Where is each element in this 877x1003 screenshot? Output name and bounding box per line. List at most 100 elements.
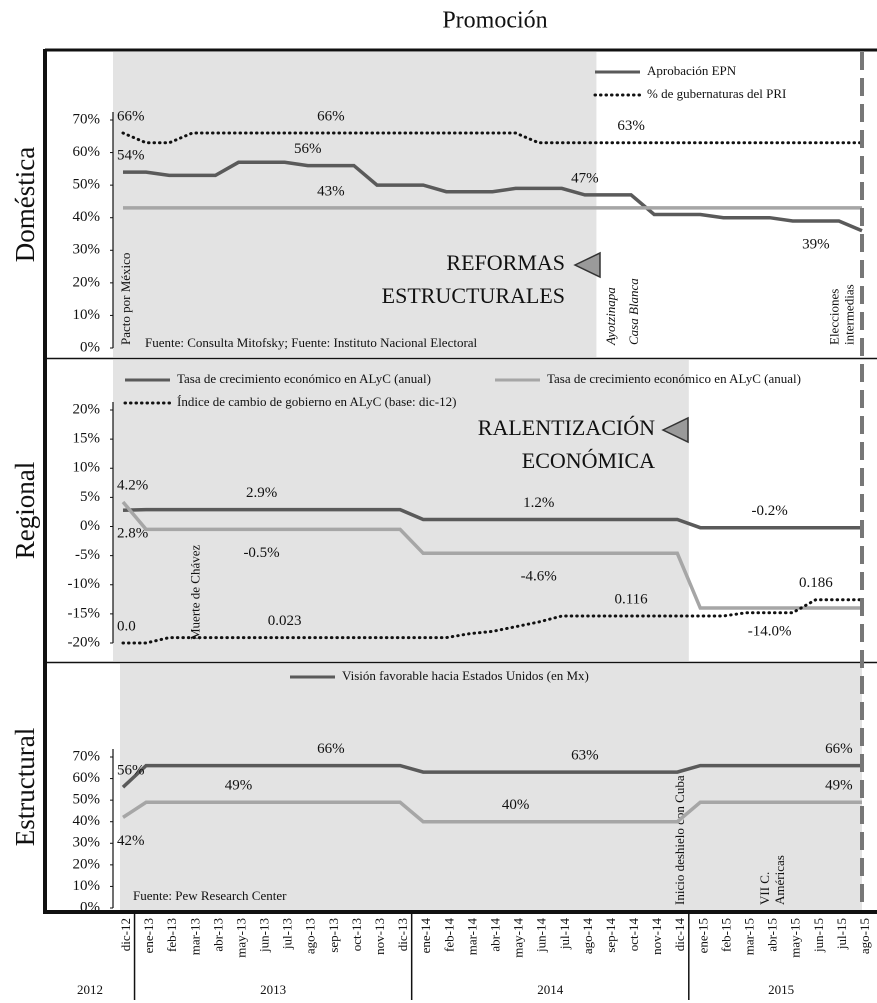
annotation: Ayotzinapa — [603, 287, 618, 346]
y-tick-label: 20% — [73, 274, 101, 290]
x-tick-label: sep-14 — [603, 918, 618, 953]
source: Fuente: Consulta Mitofsky; Fuente: Insti… — [145, 335, 478, 350]
y-tick-label: 60% — [73, 144, 101, 160]
y-tick-label: 0% — [80, 518, 100, 534]
y-tick-label: 30% — [73, 835, 101, 851]
x-tick-label: jul-14 — [557, 918, 572, 951]
legend-label: Tasa de crecimiento económico en ALyC (a… — [547, 371, 801, 386]
callout: REFORMAS — [446, 250, 565, 275]
series-line — [122, 507, 862, 530]
x-tick-label: jun-15 — [811, 918, 826, 953]
y-tick-label: 30% — [73, 242, 101, 258]
y-tick-label: 40% — [73, 813, 101, 829]
x-tick-label: ene-15 — [695, 918, 710, 953]
data-label: 49% — [825, 778, 853, 794]
x-tick-label: feb-15 — [718, 918, 733, 952]
year-label: 2012 — [77, 982, 103, 997]
x-tick-label: ene-13 — [141, 918, 156, 953]
legend-label: Visión favorable hacia Estados Unidos (e… — [342, 668, 589, 683]
x-tick-label: abr-15 — [765, 918, 780, 952]
annotation: intermedias — [841, 284, 856, 345]
x-tick-label: mar-14 — [464, 918, 479, 956]
legend-label: Índice de cambio de gobierno en ALyC (ba… — [177, 394, 456, 409]
data-label: 2.8% — [117, 526, 148, 542]
series-line — [122, 800, 862, 824]
x-tick-label: ene-14 — [418, 918, 433, 954]
annotation: Elecciones — [826, 289, 841, 345]
y-tick-label: 50% — [73, 177, 101, 193]
x-tick-label: may-15 — [788, 918, 803, 958]
callout-arrow — [661, 416, 689, 444]
x-tick-label: may-14 — [511, 918, 526, 958]
data-label: 0.116 — [614, 591, 648, 607]
data-label: 43% — [317, 183, 345, 199]
x-tick-label: mar-15 — [742, 918, 757, 955]
x-tick-label: jun-14 — [534, 918, 549, 953]
x-tick-label: feb-14 — [441, 918, 456, 952]
y-tick-label: -10% — [68, 576, 101, 592]
data-label: -0.5% — [243, 545, 279, 561]
x-tick-label: jun-13 — [257, 918, 272, 953]
x-tick-label: sep-13 — [326, 918, 341, 953]
x-tick-label: mar-13 — [187, 918, 202, 955]
data-label: 1.2% — [523, 495, 554, 511]
legend-label: % de gubernaturas del PRI — [647, 86, 786, 101]
callout: ESTRUCTURALES — [382, 283, 565, 308]
data-label: 4.2% — [117, 477, 148, 493]
x-tick-label: jul-15 — [834, 918, 849, 950]
data-label: 54% — [117, 148, 145, 164]
data-label: 0.186 — [799, 575, 833, 591]
annotation: Pacto por México — [118, 253, 133, 345]
x-tick-label: ago-13 — [303, 918, 318, 954]
year-label: 2015 — [768, 982, 794, 997]
y-tick-label: 10% — [73, 878, 101, 894]
data-label: 47% — [571, 170, 599, 186]
y-tick-label: -5% — [75, 547, 100, 563]
data-label: -0.2% — [752, 503, 788, 519]
x-tick-label: nov-14 — [649, 918, 664, 955]
x-tick-label: ago-14 — [580, 918, 595, 955]
legend-label: Aprobación EPN — [647, 63, 737, 78]
data-label: 56% — [117, 763, 145, 779]
data-label: 0.023 — [268, 613, 302, 629]
chart-title: Promoción — [442, 8, 547, 34]
series-line — [121, 763, 862, 789]
y-tick-label: 0% — [80, 339, 100, 355]
data-label: -14.0% — [748, 623, 792, 639]
x-tick-label: dic-12 — [118, 918, 133, 951]
data-label: 66% — [317, 741, 345, 757]
y-tick-label: 60% — [73, 770, 101, 786]
y-tick-label: 50% — [73, 792, 101, 808]
x-tick-label: oct-14 — [626, 918, 641, 952]
panel-label: Regional — [10, 462, 40, 559]
data-label: 66% — [117, 108, 145, 124]
series-line — [123, 160, 863, 233]
panel-label: Estructural — [10, 728, 40, 846]
data-label: 56% — [294, 141, 322, 157]
data-label: 63% — [617, 118, 645, 134]
shaded-period — [120, 664, 862, 910]
legend-label: Tasa de crecimiento económico en ALyC (a… — [177, 371, 431, 386]
data-label: 2.9% — [246, 485, 277, 501]
y-tick-label: 40% — [73, 209, 101, 225]
y-tick-label: 5% — [80, 489, 100, 505]
x-tick-label: abr-13 — [210, 918, 225, 952]
data-label: 66% — [825, 741, 853, 757]
annotation: VII C. — [757, 872, 772, 905]
data-label: 63% — [571, 748, 599, 764]
x-tick-label: dic-14 — [672, 918, 687, 952]
y-tick-label: 20% — [73, 856, 101, 872]
x-tick-label: nov-13 — [372, 918, 387, 955]
y-tick-label: 15% — [73, 431, 101, 447]
x-tick-label: oct-13 — [349, 918, 364, 951]
panel-label: Doméstica — [10, 147, 40, 262]
callout-arrow — [573, 251, 601, 279]
series-line — [121, 131, 864, 145]
annotation: Muerte de Chávez — [187, 544, 202, 640]
x-tick-label: abr-14 — [487, 918, 502, 952]
x-tick-label: jul-13 — [280, 918, 295, 950]
data-label: 49% — [225, 778, 253, 794]
annotation: Américas — [772, 855, 787, 905]
source: Fuente: Pew Research Center — [133, 888, 287, 903]
